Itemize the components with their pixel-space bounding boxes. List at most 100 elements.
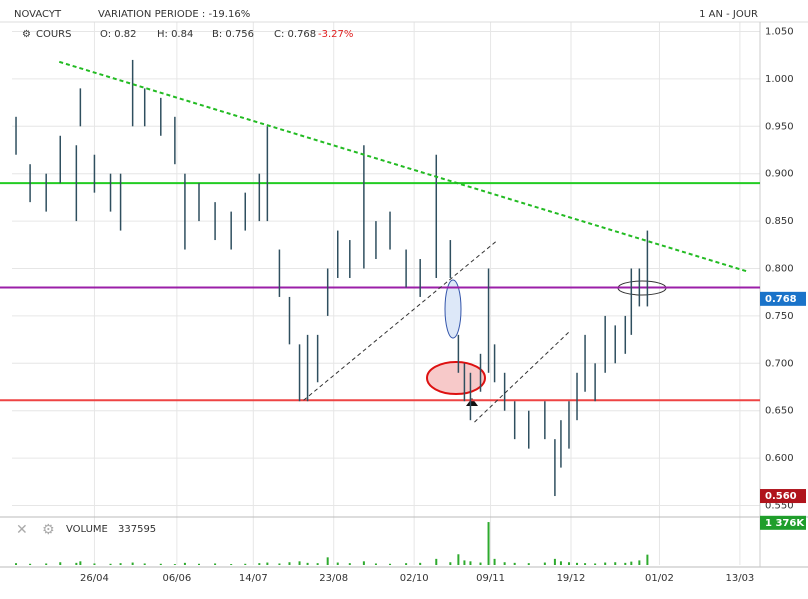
price-marker-label: 0.768 — [765, 294, 797, 305]
open-text: O: 0.82 — [100, 29, 137, 40]
volume-bar — [479, 562, 482, 565]
volume-bar — [119, 563, 122, 565]
volume-bar — [646, 554, 649, 565]
x-tick-label: 19/12 — [557, 573, 586, 584]
volume-bar — [93, 563, 96, 565]
volume-bar — [336, 562, 339, 565]
volume-bar — [59, 562, 62, 565]
volume-bar — [266, 562, 269, 565]
volume-name: VOLUME — [66, 524, 108, 535]
x-tick-label: 06/06 — [162, 573, 191, 584]
volume-bar — [487, 522, 490, 565]
volume-bar — [75, 562, 78, 565]
volume-marker — [760, 515, 806, 530]
volume-bar — [230, 564, 233, 565]
volume-bar — [258, 563, 261, 565]
trend-line — [474, 331, 570, 423]
close-text: C: 0.768 — [274, 29, 316, 40]
x-tick-label: 14/07 — [239, 573, 268, 584]
y-tick-label: 1.000 — [765, 74, 794, 85]
volume-bar — [638, 560, 641, 565]
price-marker-label: 0.560 — [765, 491, 797, 502]
volume-bar — [183, 562, 186, 565]
volume-bar — [630, 561, 633, 565]
volume-bar — [45, 563, 48, 565]
price-marker — [760, 291, 806, 306]
volume-bar — [469, 561, 472, 565]
x-tick-label: 01/02 — [645, 573, 674, 584]
volume-bar — [244, 563, 247, 565]
price-marker — [760, 489, 806, 504]
gear-icon[interactable]: ⚙ — [22, 29, 31, 40]
volume-text: 337595 — [118, 524, 156, 535]
volume-bar — [173, 564, 176, 565]
volume-bar — [374, 563, 377, 565]
y-tick-label: 0.900 — [765, 169, 794, 180]
series-name: COURS — [36, 29, 71, 40]
x-tick-label: 02/10 — [400, 573, 429, 584]
x-tick-label: 13/03 — [725, 573, 754, 584]
annotation-arrow — [466, 398, 478, 406]
volume-bar — [594, 563, 597, 565]
y-tick-label: 0.700 — [765, 358, 794, 369]
x-tick-label: 26/04 — [80, 573, 109, 584]
volume-bar — [143, 563, 146, 565]
chart-title: NOVACYT — [14, 9, 62, 20]
subtitle: VARIATION PERIODE : -19.16% — [98, 9, 250, 20]
y-tick-label: 0.600 — [765, 453, 794, 464]
volume-bar — [159, 563, 162, 565]
volume-marker-label: 1 376K — [765, 518, 805, 529]
volume-bar — [405, 563, 408, 565]
volume-bar — [288, 562, 291, 565]
volume-bar — [316, 563, 319, 565]
y-tick-label: 0.750 — [765, 311, 794, 322]
volume-bar — [463, 560, 466, 565]
y-tick-label: 0.650 — [765, 406, 794, 417]
trend-line — [58, 60, 748, 273]
x-tick-label: 09/11 — [476, 573, 505, 584]
annotation-ellipse — [444, 279, 462, 339]
x-tick-label: 23/08 — [319, 573, 348, 584]
volume-bar — [624, 562, 627, 565]
volume-bar — [449, 562, 452, 565]
period[interactable]: 1 AN - JOUR — [699, 9, 758, 20]
volume-bar — [604, 562, 607, 565]
volume-bar — [198, 563, 200, 565]
volume-bar — [493, 558, 496, 565]
volume-bar — [559, 561, 562, 565]
volume-bar — [326, 557, 329, 565]
volume-bar — [15, 563, 18, 565]
volume-bar — [419, 562, 422, 565]
volume-bar — [278, 563, 281, 565]
volume-bar — [553, 558, 556, 565]
volume-bar — [567, 562, 570, 565]
volume-bar — [503, 562, 506, 565]
volume-bar — [584, 563, 587, 565]
volume-bar — [576, 562, 579, 565]
high-text: H: 0.84 — [157, 29, 193, 40]
volume-bar — [214, 563, 217, 565]
volume-bar — [614, 562, 617, 565]
low-text: B: 0.756 — [212, 29, 254, 40]
annotation-ellipse — [426, 361, 486, 395]
y-tick-label: 0.850 — [765, 216, 794, 227]
change-text: -3.27% — [318, 29, 353, 40]
volume-bar — [306, 562, 309, 565]
y-tick-label: 1.050 — [765, 26, 794, 37]
volume-bar — [298, 561, 301, 565]
volume-bar — [457, 554, 460, 565]
gear-icon[interactable]: ⚙ — [42, 522, 55, 538]
close-icon[interactable]: ✕ — [16, 522, 28, 538]
volume-bar — [513, 562, 516, 565]
volume-bar — [435, 558, 438, 565]
volume-bar — [131, 562, 134, 565]
volume-bar — [109, 563, 112, 565]
y-tick-label: 0.550 — [765, 501, 794, 512]
y-tick-label: 0.800 — [765, 264, 794, 275]
volume-bar — [29, 563, 32, 565]
volume-bar — [79, 561, 82, 565]
y-tick-label: 0.950 — [765, 121, 794, 132]
volume-bar — [348, 563, 351, 565]
volume-bar — [389, 563, 392, 565]
